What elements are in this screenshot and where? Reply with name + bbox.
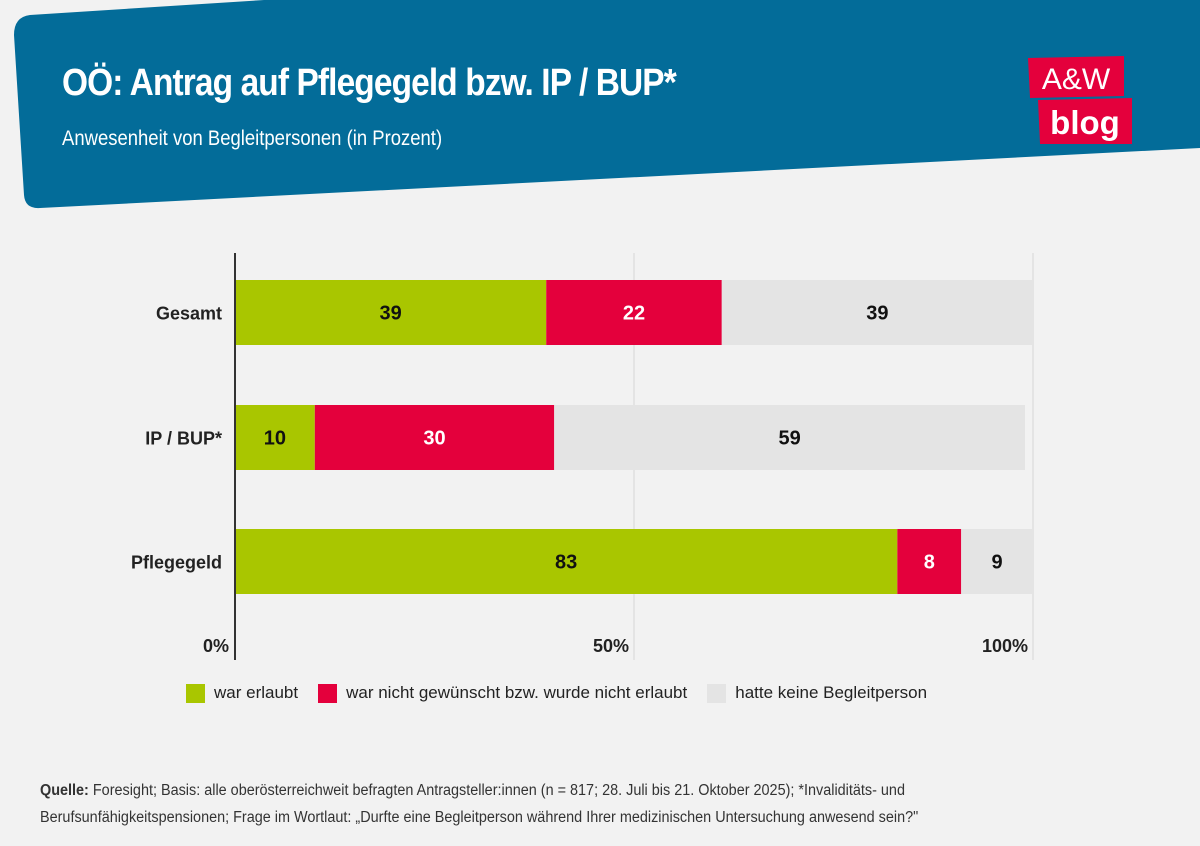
data-label: 30 [423, 428, 445, 450]
bar-segment [961, 529, 1033, 594]
legend-label: war erlaubt [214, 683, 299, 702]
x-tick-label: 0% [203, 636, 229, 656]
bar-segment [235, 529, 898, 594]
bar-segment [314, 405, 555, 470]
legend-label: hatte keine Begleitperson [735, 683, 928, 702]
legend-swatch [318, 683, 338, 703]
data-label: 9 [992, 552, 1003, 574]
category-label: Gesamt [156, 304, 222, 324]
bar-segment [554, 405, 1026, 470]
legend-item: war erlaubt [186, 683, 298, 703]
header-shape [14, 0, 1200, 209]
legend-swatch [186, 683, 205, 703]
source-text-2: Berufsunfähigkeitspensionen; Frage im Wo… [40, 809, 919, 826]
source-note: Quelle: Foresight; Basis: alle oberöster… [40, 777, 1082, 831]
legend: war erlaubt war nicht gewünscht bzw. wurd… [186, 683, 947, 703]
header-banner [14, 0, 1200, 209]
data-label: 39 [379, 303, 401, 325]
data-label: 59 [778, 428, 800, 450]
bar-segment [546, 280, 722, 345]
x-tick-label: 50% [593, 636, 629, 656]
bar-segment [235, 405, 315, 470]
svg-text:A&W: A&W [1042, 63, 1111, 96]
data-label: 83 [555, 552, 577, 574]
category-label: IP / BUP* [145, 429, 222, 449]
x-tick-label: 100% [982, 636, 1028, 656]
source-text-1: Foresight; Basis: alle oberösterreichwei… [88, 782, 905, 799]
legend-item: hatte keine Begleitperson [707, 683, 927, 703]
legend-item: war nicht gewünscht bzw. wurde nicht erl… [318, 683, 687, 703]
bar-segment [897, 529, 962, 594]
legend-label: war nicht gewünscht bzw. wurde nicht erl… [346, 683, 688, 702]
data-label: 10 [264, 428, 286, 450]
data-label: 22 [623, 303, 645, 325]
page-title: OÖ: Antrag auf Pflegegeld bzw. IP / BUP* [62, 62, 677, 104]
page-subtitle: Anwesenheit von Begleitpersonen (in Proz… [62, 127, 443, 150]
svg-text:blog: blog [1050, 104, 1120, 141]
bar-segment [235, 280, 547, 345]
data-label: 8 [924, 552, 935, 574]
bar-segment [721, 280, 1033, 345]
data-label: 39 [866, 303, 888, 325]
source-label: Quelle: [40, 782, 89, 799]
category-label: Pflegegeld [131, 553, 222, 573]
legend-swatch [707, 683, 727, 703]
aw-blog-logo: A&W blog [1028, 56, 1132, 144]
